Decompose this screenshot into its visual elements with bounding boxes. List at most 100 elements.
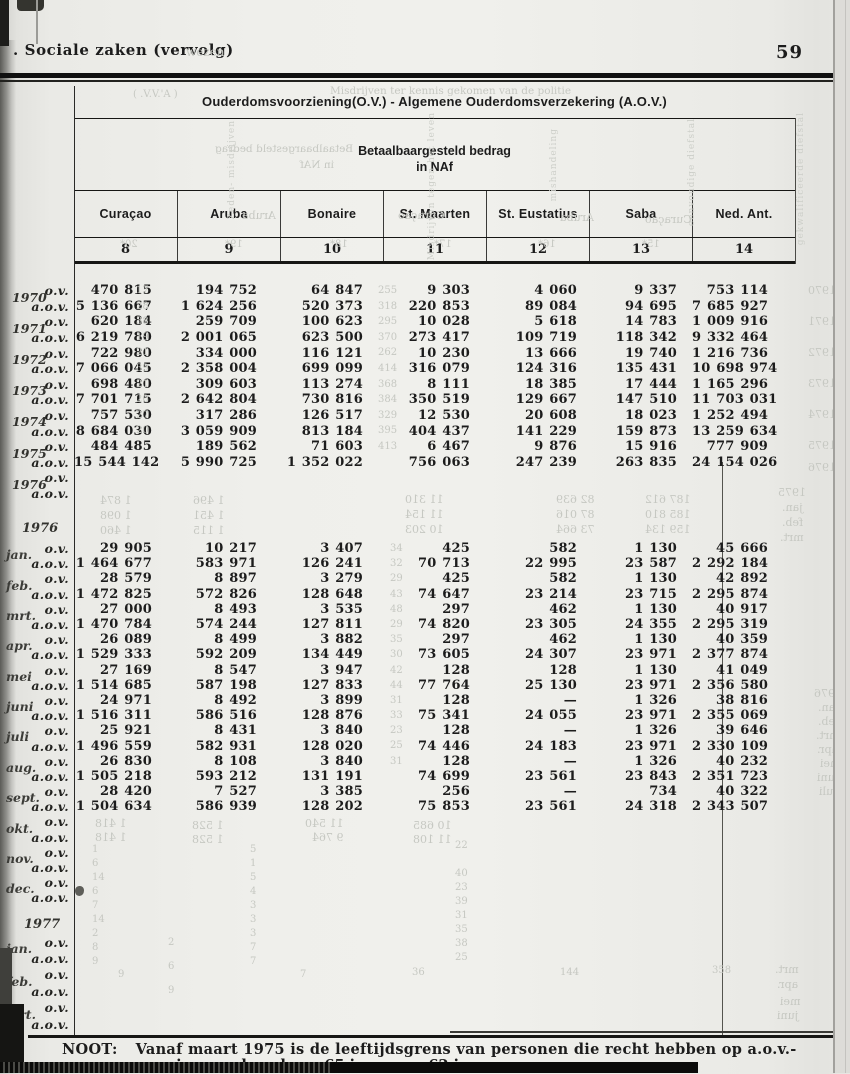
data-cell: 2 295 319 — [692, 617, 769, 633]
data-cell: 777 909 — [706, 439, 768, 455]
data-cell: 15 916 — [625, 439, 677, 455]
data-cell: 29 905 — [100, 541, 152, 557]
row-type-label: a.o.v. — [31, 617, 69, 633]
column-header-label: Ned. Ant. — [692, 191, 795, 237]
table-row: o.v. 484 485 189 562 71 603 6 467 9 876 15 916… — [2, 439, 797, 455]
data-cell: 25 921 — [100, 723, 152, 739]
table-bottom-rule-double — [450, 1031, 846, 1033]
month-label: dec. — [6, 881, 35, 897]
month-label: okt. — [6, 820, 34, 836]
data-cell: 23 971 — [625, 738, 677, 754]
row-type-label: o.v. — [44, 541, 69, 557]
table-row: o.v. — [2, 845, 797, 860]
data-cell: 28 579 — [100, 571, 152, 587]
data-cell: 75 341 — [418, 708, 470, 724]
data-cell: 425 — [442, 571, 470, 587]
month-group: jan. o.v. 29 905 10 217 3 407 425 582 1 130 45 6… — [2, 541, 797, 571]
data-cell: 4 060 — [534, 283, 577, 299]
data-cell: 9 876 — [534, 439, 577, 455]
data-cell: 3 947 — [320, 662, 363, 678]
data-cell: 23 561 — [525, 799, 577, 815]
data-cell: 2 358 004 — [180, 361, 257, 377]
yearly-rows-section: 1970 o.v. 470 815 194 752 64 847 9 303 4 060 9 … — [2, 283, 797, 501]
data-cell: 27 169 — [100, 662, 152, 678]
data-cell: 74 446 — [418, 738, 470, 754]
data-cell: 484 485 — [90, 439, 152, 455]
month-label: aug. — [6, 759, 37, 775]
data-cell: 9 332 464 — [692, 330, 769, 346]
column-number: 8 — [120, 242, 131, 257]
monthly-1977-section: jan.o.v.a.o.v.feb.o.v.a.o.v.mrt.o.v.a.o.… — [2, 934, 797, 1032]
scan-corner-mark — [0, 0, 9, 46]
row-type-label: o.v. — [44, 345, 69, 361]
ghost-text: 73 664 — [556, 523, 595, 536]
fold-column-rule — [722, 462, 723, 1035]
month-group: juni o.v. 24 971 8 492 3 899 128—1 326 38 816 a… — [2, 693, 797, 723]
row-type-label: a.o.v. — [31, 951, 69, 967]
data-cell: 734 — [649, 784, 677, 800]
column-header-label: Bonaire — [280, 191, 383, 237]
data-cell: 89 084 — [525, 298, 577, 314]
data-cell: 2 292 184 — [692, 556, 769, 572]
data-cell: 2 351 723 — [692, 768, 769, 784]
data-cell: 8 684 030 — [75, 423, 152, 439]
colheader-mid-rule — [74, 237, 795, 238]
data-cell: 128 — [442, 753, 470, 769]
footnote-label: NOOT: — [62, 1041, 118, 1058]
data-cell: 3 899 — [320, 692, 363, 708]
data-cell: 1 624 256 — [180, 298, 257, 314]
data-cell: 1 130 — [634, 541, 677, 557]
data-cell: 118 342 — [615, 330, 677, 346]
table-row: a.o.v. 1 505 218 593 212 131 191 74 699 23 56… — [2, 769, 797, 784]
data-cell: 263 835 — [615, 454, 677, 470]
year-group: 1975 o.v. 484 485 189 562 71 603 6 467 9 876 15… — [2, 439, 797, 470]
row-type-label: a.o.v. — [31, 983, 69, 999]
month-label: nov. — [6, 850, 34, 866]
table-subtitle: Betaalbaargesteld bedrag — [358, 144, 511, 158]
data-cell: 23 587 — [625, 556, 677, 572]
data-cell: 14 783 — [625, 314, 677, 330]
chapter-heading: . Sociale zaken (vervolg) — [13, 41, 234, 59]
data-cell: 462 — [549, 601, 577, 617]
footnote-text: Vanaf maart 1975 is de leeftijdsgrens va… — [135, 1041, 797, 1058]
data-cell: 586 939 — [195, 799, 257, 815]
data-cell: 259 709 — [195, 314, 257, 330]
data-cell: 194 752 — [195, 283, 257, 299]
row-type-label: a.o.v. — [31, 392, 69, 408]
data-cell: 135 431 — [615, 361, 677, 377]
data-cell: 64 847 — [311, 283, 363, 299]
data-cell: 572 826 — [195, 586, 257, 602]
page-edge-line — [845, 0, 846, 1073]
data-cell: 8 547 — [214, 662, 257, 678]
month-group: feb. o.v. a.o.v. — [2, 967, 797, 1000]
column-number: 14 — [692, 238, 795, 261]
year-label: 1971 — [12, 320, 47, 336]
ghost-text: 10 203 — [405, 523, 444, 536]
data-cell: 8 499 — [214, 632, 257, 648]
data-cell: 20 608 — [525, 408, 577, 424]
ghost-text: 1 098 — [100, 509, 132, 522]
column-number: 12 — [486, 238, 589, 261]
month-label: juni — [6, 699, 34, 715]
row-type-label: o.v. — [44, 376, 69, 392]
row-type-label: a.o.v. — [31, 890, 69, 906]
data-cell: 2 343 507 — [692, 799, 769, 815]
data-cell: 24 307 — [525, 647, 577, 663]
month-label: mrt. — [6, 607, 36, 623]
ghost-text: 87 016 — [556, 508, 595, 521]
section-year-1976: 1976 — [22, 521, 59, 536]
data-cell: 3 059 909 — [180, 423, 257, 439]
data-cell: 131 191 — [301, 768, 363, 784]
table-row: a.o.v. — [2, 860, 797, 875]
data-cell: 128 202 — [301, 799, 363, 815]
data-cell: 26 830 — [100, 753, 152, 769]
table-row: a.o.v. 7 066 045 2 358 004 699 099 316 079 12… — [2, 361, 797, 377]
data-cell: 26 089 — [100, 632, 152, 648]
row-type-label: a.o.v. — [31, 738, 69, 754]
month-group: sept. o.v. 28 420 7 527 3 385 256—734 40 322 a.… — [2, 784, 797, 814]
ghost-text: 1 451 — [193, 509, 225, 522]
month-label: jan. — [6, 941, 33, 957]
scan-bottom-bar — [0, 1062, 698, 1073]
data-cell: 256 — [442, 784, 470, 800]
data-cell: 1 252 494 — [692, 408, 769, 424]
